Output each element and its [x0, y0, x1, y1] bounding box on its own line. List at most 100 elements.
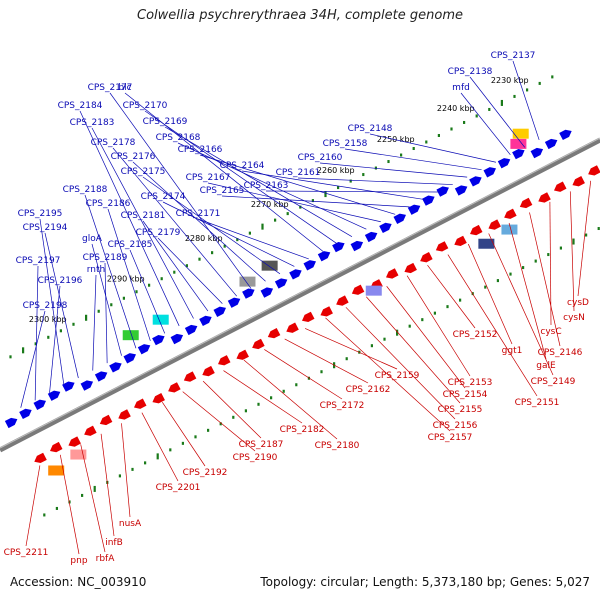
scale-tick — [257, 402, 260, 406]
top-gene-label: CPS_2185 — [108, 240, 153, 250]
feature-block — [510, 138, 527, 149]
forward-gene-arrow-shape — [260, 287, 274, 298]
scale-tick — [513, 94, 516, 98]
scale-tick — [55, 506, 59, 510]
bottom-leader-line — [223, 370, 303, 424]
top-leader-line — [319, 162, 468, 178]
forward-gene-arrow — [33, 399, 47, 410]
reverse-gene-arrow-shape — [49, 441, 63, 453]
top-leader-line — [129, 249, 166, 334]
scale-tick — [496, 279, 500, 283]
bottom-gene-label: CPS_2146 — [538, 348, 583, 358]
forward-gene-arrow-shape — [469, 176, 482, 187]
scale-tick — [324, 191, 327, 198]
forward-gene-arrow — [332, 241, 345, 253]
feature-block — [239, 276, 256, 287]
top-gene-label: CPS_2196 — [38, 276, 83, 286]
forward-gene-arrow — [152, 334, 165, 346]
reverse-gene-arrow-shape — [469, 224, 483, 236]
top-leader-line — [84, 194, 137, 349]
top-leader-line — [469, 76, 526, 148]
scale-tick — [572, 238, 575, 245]
forward-gene-arrow-shape — [137, 344, 151, 355]
scale-tick — [383, 337, 386, 341]
bottom-leader-line — [577, 180, 592, 297]
forward-gene-arrow — [62, 381, 75, 392]
top-gene-label: CPS_2197 — [16, 256, 61, 266]
reverse-gene-arrow-shape — [217, 355, 231, 366]
reverse-gene-arrow — [68, 436, 81, 447]
reverse-gene-arrow-shape — [168, 382, 181, 393]
scale-tick — [547, 253, 550, 257]
bottom-gene-label: CPS_2172 — [320, 401, 365, 411]
scale-tick — [147, 283, 151, 287]
top-gene-label: CPS_2170 — [123, 101, 168, 111]
top-gene-label: gloA — [82, 234, 103, 244]
top-gene-label: CPS_2175 — [121, 167, 166, 177]
scale-tick — [173, 270, 176, 274]
top-gene-label: mfd — [452, 83, 470, 93]
forward-gene-arrow-shape — [530, 147, 544, 159]
kbp-marker-label: 2270 kbp — [251, 200, 289, 209]
scale-tick — [362, 173, 365, 177]
feature-block — [70, 449, 87, 460]
forward-gene-arrow — [483, 167, 497, 178]
forward-gene-arrow-shape — [19, 408, 32, 420]
forward-gene-arrow — [199, 315, 212, 327]
bottom-leader-line — [59, 454, 80, 555]
reverse-gene-arrow-shape — [202, 365, 215, 377]
scale-tick — [160, 277, 163, 281]
forward-gene-arrow — [227, 297, 241, 308]
top-leader-line — [241, 170, 425, 200]
scale-tick — [97, 309, 100, 313]
reverse-gene-arrow — [435, 241, 449, 252]
scale-tick — [462, 120, 466, 124]
scale-tick — [311, 199, 314, 203]
reverse-gene-arrow — [504, 208, 517, 219]
feature-block — [512, 128, 529, 139]
forward-gene-arrow — [184, 324, 198, 336]
forward-gene-arrow-shape — [422, 195, 435, 206]
scale-tick — [525, 88, 529, 92]
scale-tick — [295, 383, 298, 387]
reverse-gene-arrow — [267, 327, 281, 339]
bottom-leader-line — [202, 380, 262, 439]
scale-tick — [336, 186, 340, 190]
reverse-gene-arrow — [118, 409, 131, 420]
scale-tick — [169, 448, 172, 452]
reverse-gene-arrow — [84, 425, 97, 436]
top-leader-line — [460, 92, 511, 156]
bottom-gene-label: CPS_2201 — [156, 483, 201, 493]
bottom-gene-label: infB — [105, 538, 123, 548]
feature-block — [365, 285, 382, 296]
scale-tick — [270, 396, 273, 400]
reverse-gene-arrow — [320, 306, 333, 317]
reverse-gene-arrow-shape — [420, 252, 433, 263]
forward-gene-arrow-shape — [379, 222, 392, 234]
reverse-gene-arrow — [469, 224, 483, 236]
top-leader-line — [164, 126, 353, 237]
forward-gene-arrow — [170, 333, 184, 345]
forward-gene-arrow — [379, 222, 392, 234]
top-gene-label: CPS_2164 — [220, 161, 265, 171]
scale-tick — [72, 322, 75, 326]
bottom-gene-label: galE — [536, 361, 556, 371]
forward-gene-arrow-shape — [512, 148, 525, 160]
top-leader-line — [44, 232, 79, 379]
reverse-gene-arrow — [286, 322, 299, 333]
top-leader-line — [197, 218, 309, 260]
top-leader-line — [112, 147, 238, 297]
scale-tick — [34, 342, 37, 346]
scale-tick — [450, 127, 453, 131]
top-leader-line — [124, 92, 324, 252]
reverse-gene-arrow — [301, 311, 315, 323]
scale-tick — [475, 114, 478, 118]
top-gene-label: CPS_2137 — [491, 51, 536, 61]
forward-gene-arrow-shape — [184, 324, 198, 336]
top-leader-line — [297, 177, 453, 185]
forward-gene-arrow — [19, 408, 32, 420]
bottom-leader-line — [508, 222, 547, 360]
reverse-gene-arrow-shape — [588, 165, 600, 176]
